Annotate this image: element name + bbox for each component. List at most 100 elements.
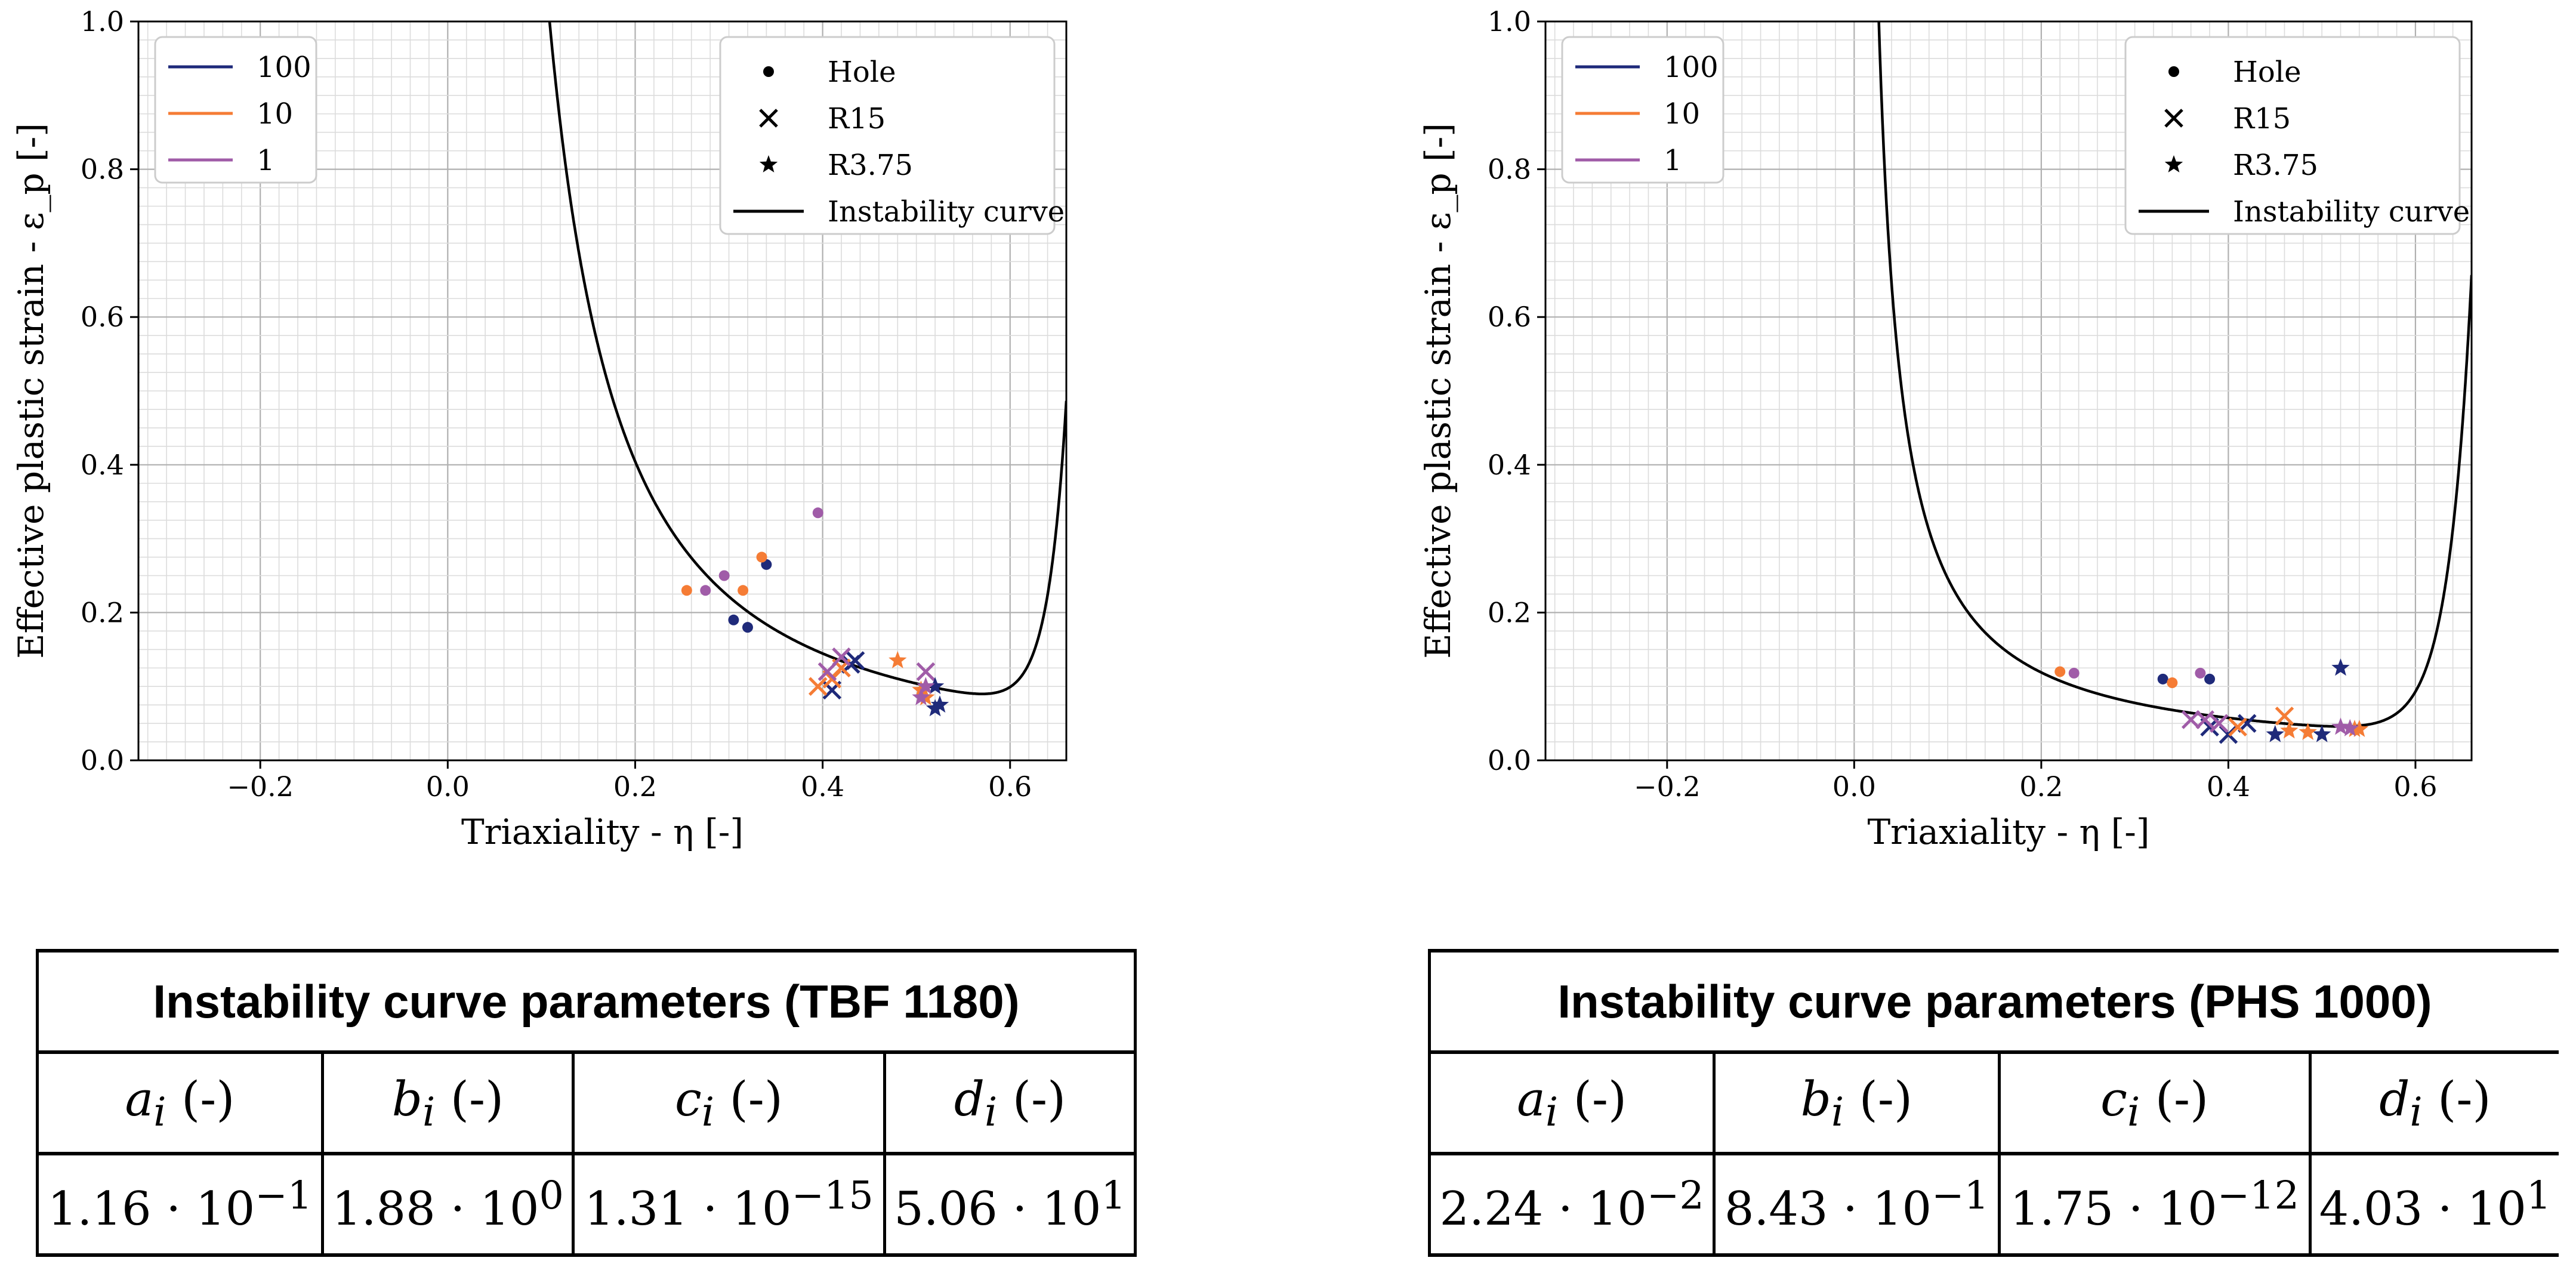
data-point: [2167, 677, 2178, 689]
value-d: 5.06 · 101: [883, 1154, 1137, 1257]
data-point: [925, 677, 945, 695]
legend-marker: [759, 109, 778, 128]
data-point: [912, 688, 930, 705]
legend-label: R15: [2233, 102, 2291, 135]
table-title: Instability curve parameters (PHS 1000): [1428, 949, 2559, 1054]
value-a: 2.24 · 10−2: [1427, 1154, 1714, 1257]
plot-frame: [1544, 20, 2473, 762]
y-axis-label: Effective plastic strain - ε_p [-]: [1418, 123, 1458, 659]
x-tick-label: 0.0: [426, 770, 470, 803]
data-point: [2181, 710, 2201, 729]
series-R3.75-1: [912, 677, 935, 705]
y-tick-label: 1.0: [1488, 5, 1531, 38]
y-tick-label: 0.8: [1488, 153, 1531, 186]
series-Hole-100: [2157, 673, 2216, 685]
y-tick-label: 0.6: [81, 301, 124, 333]
header-d: di (-): [883, 1052, 1137, 1155]
data-point: [808, 677, 828, 696]
data-point: [2228, 717, 2247, 737]
data-point: [832, 647, 851, 667]
x-tick-label: 0.2: [2019, 770, 2063, 803]
data-point: [2331, 658, 2350, 676]
legend-label: 10: [1664, 97, 1700, 131]
legend-frame: [2124, 36, 2461, 235]
x-axis-label: Triaxiality - η [-]: [1867, 812, 2149, 852]
header-a: ai (-): [35, 1052, 323, 1155]
series-Hole-1: [2068, 667, 2206, 679]
instability-curve: [1877, 21, 2472, 728]
y-axis-label: Effective plastic strain - ε_p [-]: [11, 123, 51, 659]
data-point: [756, 551, 767, 563]
series-R3.75-100: [2266, 658, 2350, 742]
data-point: [889, 651, 907, 668]
x-tick-label: 0.6: [988, 770, 1032, 803]
data-point: [916, 662, 936, 682]
legend-label: 1: [1664, 144, 1682, 177]
y-tick-label: 0.6: [1488, 301, 1531, 333]
legend-label: Instability curve: [2233, 195, 2470, 229]
legend-markers: Hole R15 R3.75 Instability curve: [2124, 36, 2470, 235]
data-point: [738, 585, 749, 596]
header-c: ci (-): [571, 1052, 885, 1155]
parameter-table-phs-1000: Instability curve parameters (PHS 1000) …: [1427, 949, 2559, 1257]
y-tick-label: 1.0: [81, 5, 124, 38]
series-R15-1: [2181, 710, 2229, 733]
legend-frame: [1561, 36, 1724, 184]
parameter-table-tbf-1180: Instability curve parameters (TBF 1180) …: [35, 949, 1137, 1257]
legend-rates: 100 10 1: [154, 36, 317, 184]
legend-marker: [2164, 155, 2183, 172]
legend-label: Hole: [828, 56, 896, 89]
series-R15-1: [817, 647, 936, 682]
y-tick-label: 0.0: [1488, 744, 1531, 776]
data-point: [2195, 710, 2214, 729]
data-point: [2204, 673, 2216, 685]
legend-frame: [719, 36, 1056, 235]
data-point: [2157, 673, 2168, 685]
header-c: ci (-): [1997, 1052, 2310, 1155]
legend-label: Hole: [2233, 56, 2302, 89]
chart-1: −0.2 0.0 0.2 0.4 0.6 0.0 0.2 0.4 0.6 0.8 1.0 Triaxi…: [11, 5, 1068, 852]
series-R3.75-100: [925, 677, 949, 717]
series-Hole-100: [728, 559, 772, 633]
series-Hole-1: [700, 507, 823, 596]
legend-label: 100: [1664, 51, 1719, 84]
data-point: [681, 585, 692, 596]
data-point: [2068, 667, 2080, 679]
x-tick-label: 0.4: [2207, 770, 2250, 803]
chart-2: −0.2 0.0 0.2 0.4 0.6 0.0 0.2 0.4 0.6 0.8 1.0 Triaxi…: [1418, 5, 2473, 852]
legend-label: R3.75: [828, 149, 913, 182]
header-a: ai (-): [1427, 1052, 1714, 1155]
data-point: [817, 662, 837, 682]
y-tick-label: 0.2: [81, 596, 124, 628]
series-R15-10: [2228, 706, 2294, 737]
data-point: [700, 585, 711, 596]
plot-frame: [137, 20, 1068, 762]
data-point: [2331, 717, 2350, 735]
header-b: bi (-): [321, 1052, 573, 1155]
legend-marker: [763, 66, 774, 77]
data-point: [917, 677, 935, 695]
data-point: [2209, 714, 2229, 733]
legend-markers: Hole R15 R3.75 Instability curve: [719, 36, 1065, 235]
data-point: [2275, 706, 2294, 726]
x-tick-label: 0.6: [2393, 770, 2437, 803]
data-point: [2341, 719, 2359, 736]
data-point: [812, 507, 823, 519]
value-c: 1.75 · 10−12: [1997, 1154, 2310, 1257]
x-tick-label: −0.2: [227, 770, 294, 803]
x-axis-label: Triaxiality - η [-]: [461, 812, 744, 852]
y-tick-label: 0.8: [81, 153, 124, 186]
series-Hole-10: [2054, 666, 2178, 689]
x-tick-label: 0.2: [613, 770, 657, 803]
value-b: 8.43 · 10−1: [1713, 1154, 2000, 1257]
table-title: Instability curve parameters (TBF 1180): [36, 949, 1137, 1054]
legend-label: Instability curve: [828, 195, 1065, 229]
value-a: 1.16 · 10−1: [35, 1154, 323, 1257]
value-b: 1.88 · 100: [321, 1154, 573, 1257]
y-tick-label: 0.4: [1488, 449, 1531, 481]
x-tick-label: −0.2: [1634, 770, 1701, 803]
legend-marker: [759, 155, 778, 172]
y-tick-label: 0.4: [81, 449, 124, 481]
header-d: di (-): [2308, 1052, 2559, 1155]
value-d: 4.03 · 101: [2308, 1154, 2559, 1257]
